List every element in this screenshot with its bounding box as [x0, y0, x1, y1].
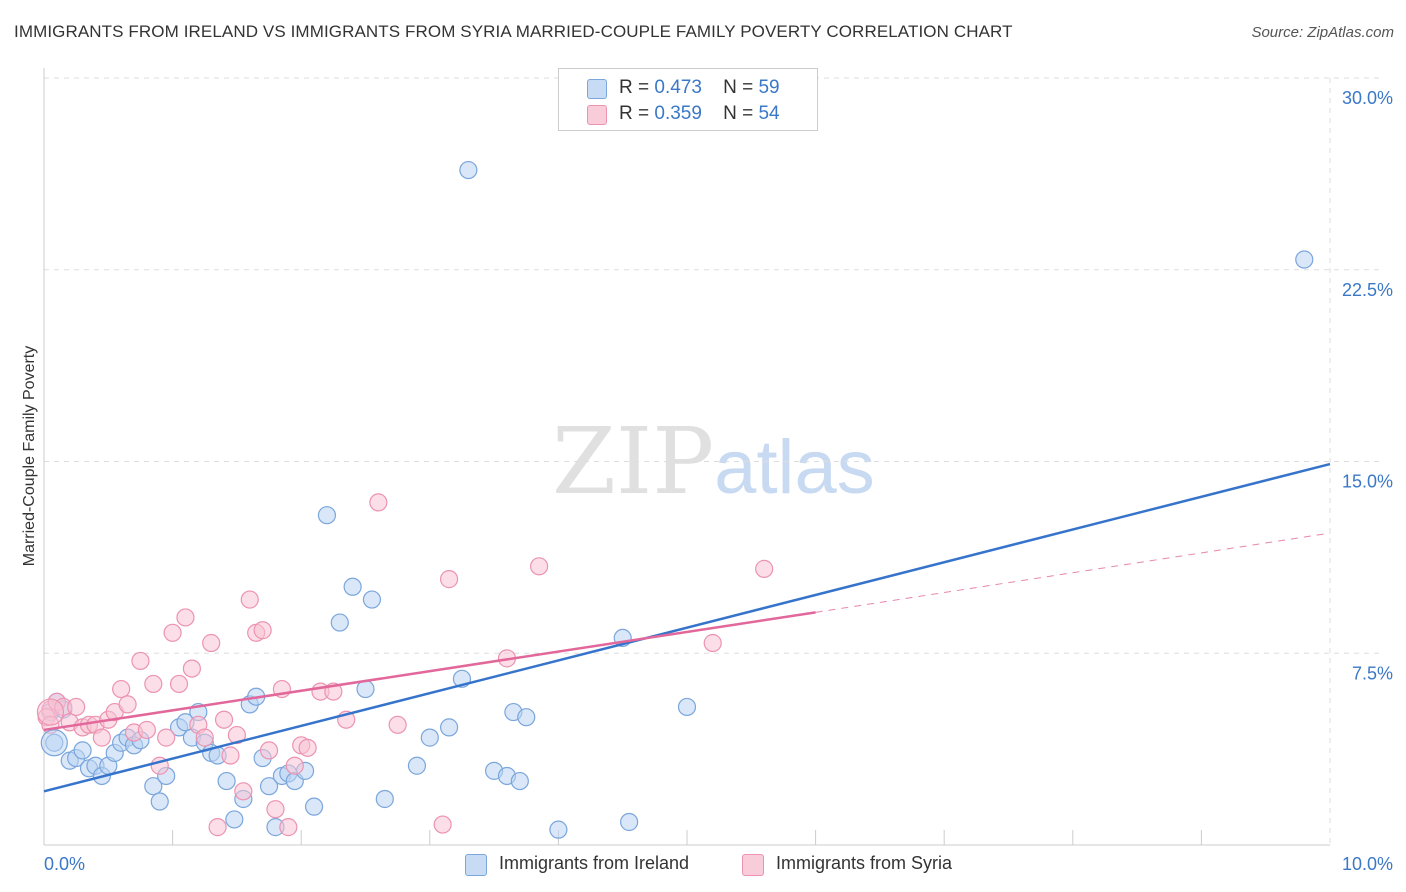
ireland-point [549, 820, 568, 839]
ireland-point [620, 812, 639, 832]
chart-title: IMMIGRANTS FROM IRELAND VS IMMIGRANTS FR… [14, 22, 1013, 41]
y-tick-label: 22.5% [1342, 280, 1393, 300]
syria-point [298, 738, 317, 757]
ireland-point [144, 777, 163, 796]
bottom-legend-label-ireland: Immigrants from Ireland [499, 853, 690, 873]
x-tick-label: 10.0% [1342, 854, 1393, 874]
syria-point [208, 818, 227, 837]
syria-trend-extension [815, 532, 1331, 613]
ireland-point [362, 590, 382, 609]
legend-r-label-syria: R = [619, 103, 650, 124]
legend-swatch-ireland [587, 79, 607, 99]
syria-point [285, 756, 304, 775]
bottom-legend-swatch-ireland [465, 854, 487, 876]
syria-point [369, 493, 388, 512]
y-tick-label: 15.0% [1342, 472, 1393, 492]
syria-point [163, 623, 182, 642]
ireland-point [259, 777, 279, 796]
y-tick-label: 30.0% [1342, 88, 1393, 108]
syria-point [67, 697, 86, 717]
syria-point [137, 720, 156, 740]
watermark-atlas: atlas [714, 425, 875, 510]
syria-point [530, 557, 549, 576]
syria-point [195, 728, 214, 747]
ireland-point [420, 728, 439, 747]
ireland-trend-line [43, 462, 1331, 793]
ireland-point [225, 810, 244, 829]
source-credit: Source: ZipAtlas.com [1251, 24, 1394, 41]
ireland-point [317, 506, 337, 525]
legend-n-label-ireland: N = [723, 77, 754, 98]
legend-n-value-syria: 54 [758, 103, 780, 124]
syria-point [703, 633, 722, 653]
syria-point [227, 725, 246, 745]
ireland-point [304, 797, 324, 816]
legend: R = 0.473 N = 59 R = 0.359 N = 54 [558, 68, 818, 131]
ireland-point [217, 771, 236, 791]
syria-point [202, 633, 221, 653]
legend-n-value-ireland: 59 [758, 77, 780, 98]
syria-point [259, 741, 279, 760]
syria-point [279, 818, 298, 837]
watermark: ZIPatlas [552, 408, 875, 515]
syria-point [182, 659, 201, 678]
ireland-point [40, 729, 68, 757]
syria-point [92, 728, 111, 747]
ireland-point [677, 697, 697, 717]
syria-point [433, 815, 452, 834]
legend-r-value-syria: 0.359 [654, 103, 702, 124]
syria-point [118, 695, 137, 714]
x-tick-label: 0.0% [44, 854, 85, 874]
y-tick-label: 7.5% [1352, 663, 1393, 683]
syria-point [112, 679, 131, 699]
ireland-point [73, 741, 92, 760]
ireland-point [343, 577, 362, 596]
syria-point [36, 698, 65, 726]
syria-point [221, 746, 240, 765]
ireland-point [407, 756, 427, 775]
legend-swatch-syria [587, 105, 607, 125]
ireland-point [1295, 250, 1314, 269]
syria-point [439, 570, 459, 589]
ireland-point [150, 792, 169, 811]
syria-point [253, 621, 272, 640]
ireland-point [439, 718, 459, 737]
syria-point [131, 651, 150, 671]
bottom-legend-swatch-syria [742, 854, 764, 876]
syria-point [240, 590, 259, 609]
ireland-point [510, 771, 529, 791]
syria-point [234, 782, 253, 801]
legend-n-label-syria: N = [723, 103, 754, 124]
syria-point [176, 608, 195, 627]
syria-trend-line [43, 611, 816, 732]
syria-point [388, 715, 407, 734]
syria-point [157, 728, 176, 747]
syria-point [266, 800, 285, 819]
y-axis-label: Married-Couple Family Poverty [21, 345, 38, 567]
ireland-point [375, 789, 394, 809]
bottom-legend-label-syria: Immigrants from Syria [776, 853, 953, 873]
ireland-point [330, 613, 349, 632]
syria-point [144, 674, 163, 694]
legend-r-value-ireland: 0.473 [654, 77, 702, 98]
syria-point [169, 674, 189, 694]
legend-r-label-ireland: R = [619, 77, 650, 98]
syria-point [214, 710, 234, 729]
ireland-point [517, 708, 536, 727]
ireland-point [459, 160, 478, 180]
syria-point [755, 559, 774, 578]
